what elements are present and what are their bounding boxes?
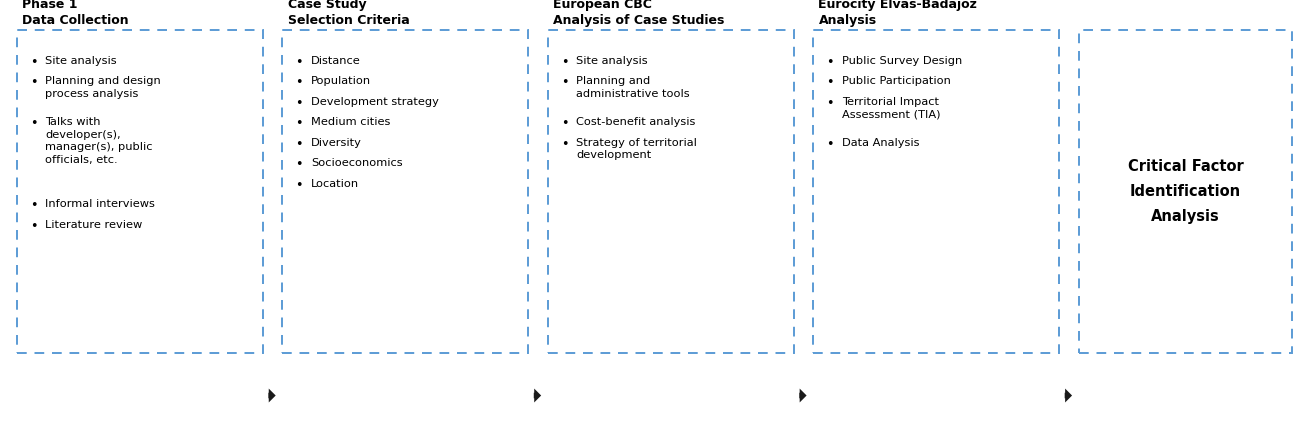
Text: Phase 3
European CBC
Analysis of Case Studies: Phase 3 European CBC Analysis of Case St… [553, 0, 725, 27]
Text: Planning and
administrative tools: Planning and administrative tools [577, 77, 689, 99]
Text: •: • [296, 77, 303, 89]
Text: Site analysis: Site analysis [577, 56, 647, 66]
Text: Public Participation: Public Participation [842, 77, 951, 86]
Text: •: • [827, 77, 833, 89]
Text: •: • [30, 117, 38, 130]
Text: •: • [296, 97, 303, 110]
Text: Socioeconomics: Socioeconomics [311, 158, 403, 168]
Text: •: • [827, 138, 833, 151]
Text: Site analysis: Site analysis [46, 56, 116, 66]
Text: Distance: Distance [311, 56, 361, 66]
Text: •: • [296, 117, 303, 130]
Text: •: • [827, 97, 833, 110]
Text: •: • [30, 220, 38, 233]
Text: •: • [296, 179, 303, 192]
Text: •: • [561, 138, 568, 151]
Text: Diversity: Diversity [311, 138, 362, 148]
Text: Location: Location [311, 179, 358, 189]
Text: •: • [561, 56, 568, 69]
Text: •: • [30, 199, 38, 212]
Text: •: • [30, 56, 38, 69]
Text: •: • [30, 77, 38, 89]
Text: Development strategy: Development strategy [311, 97, 438, 107]
Text: Population: Population [311, 77, 371, 86]
Text: •: • [296, 56, 303, 69]
Text: •: • [296, 138, 303, 151]
Text: Talks with
developer(s),
manager(s), public
officials, etc.: Talks with developer(s), manager(s), pub… [46, 117, 153, 165]
Text: Phase 1
Data Collection: Phase 1 Data Collection [22, 0, 128, 27]
Text: •: • [561, 117, 568, 130]
Text: •: • [296, 158, 303, 171]
Text: Planning and design
process analysis: Planning and design process analysis [46, 77, 161, 99]
Text: Critical Factor
Identification
Analysis: Critical Factor Identification Analysis [1127, 159, 1244, 224]
Text: Cost-benefit analysis: Cost-benefit analysis [577, 117, 696, 127]
Text: Phase 2
Case Study
Selection Criteria: Phase 2 Case Study Selection Criteria [288, 0, 409, 27]
Text: •: • [827, 56, 833, 69]
Text: Territorial Impact
Assessment (TIA): Territorial Impact Assessment (TIA) [842, 97, 940, 119]
Text: Medium cities: Medium cities [311, 117, 390, 127]
Text: Informal interviews: Informal interviews [46, 199, 156, 210]
Text: •: • [561, 77, 568, 89]
Text: Strategy of territorial
development: Strategy of territorial development [577, 138, 697, 160]
Text: Literature review: Literature review [46, 220, 143, 230]
Text: Public Survey Design: Public Survey Design [842, 56, 961, 66]
Text: Data Analysis: Data Analysis [842, 138, 920, 148]
Text: Phase 4
Eurocity Elvas-Badajoz
Analysis: Phase 4 Eurocity Elvas-Badajoz Analysis [819, 0, 977, 27]
